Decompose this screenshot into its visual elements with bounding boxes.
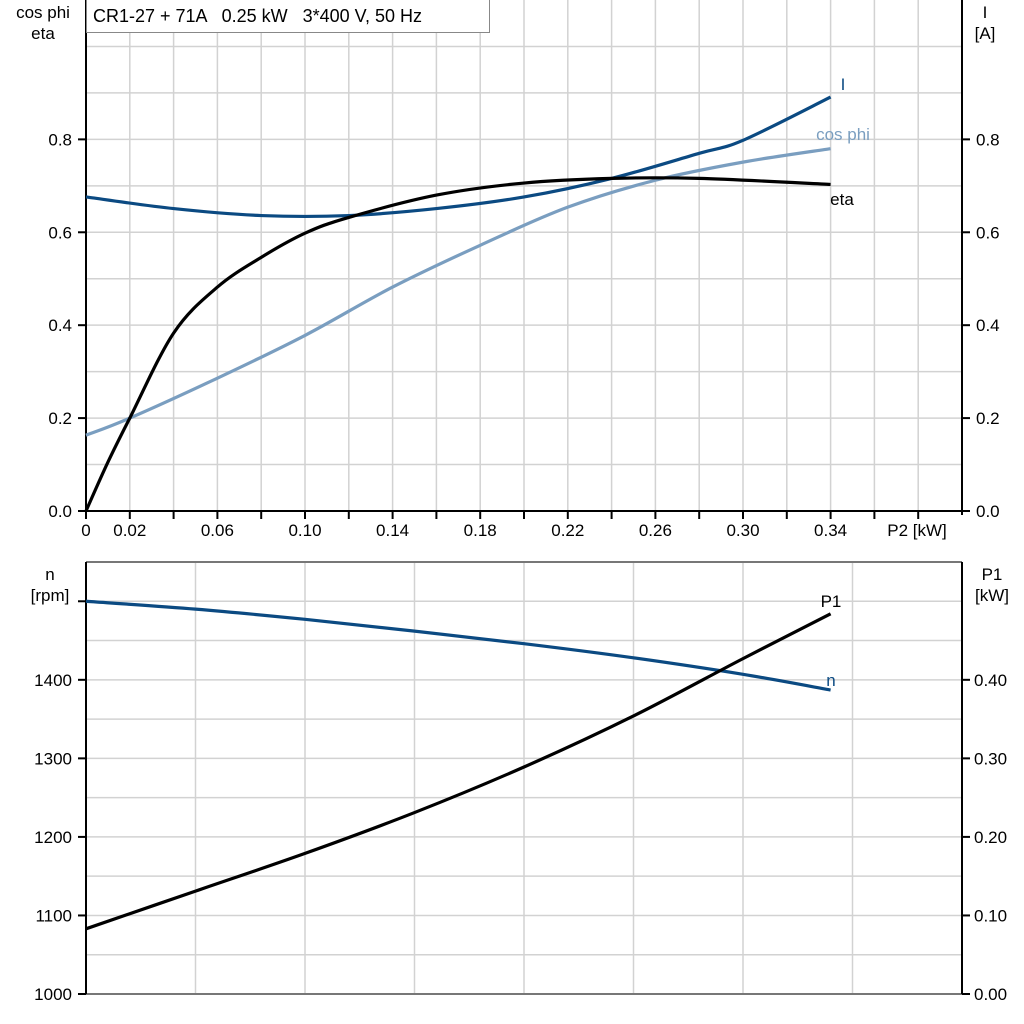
series-line-cos-phi: [85, 147, 831, 437]
y-tick-label-right: 0.40: [974, 671, 1007, 690]
chart-title: CR1-27 + 71A 0.25 kW 3*400 V, 50 Hz: [86, 0, 490, 33]
x-tick-label: 0.26: [639, 521, 672, 540]
x-tick-label: 0.34: [814, 521, 847, 540]
y-tick-label-right: 0.10: [974, 906, 1007, 925]
series-label-n: n: [826, 671, 835, 690]
x-tick-label: 0.14: [376, 521, 409, 540]
y-axis-label-left: eta: [31, 24, 55, 43]
series-label-cos-phi: cos phi: [816, 125, 870, 144]
y-tick-label-right: 0.4: [976, 316, 1000, 335]
series-line-i: [85, 95, 832, 219]
y-axis-label-right: [kW]: [975, 586, 1009, 605]
y-axis-label-left: [rpm]: [31, 586, 70, 605]
y-tick-label-left: 1400: [34, 671, 72, 690]
series-line-n: [85, 599, 831, 692]
y-tick-label-left: 1300: [34, 749, 72, 768]
x-tick-label: 0.30: [726, 521, 759, 540]
y-tick-label-left: 1200: [34, 828, 72, 847]
y-tick-label-left: 1000: [34, 985, 72, 1004]
series-line-p1: [85, 612, 832, 931]
y-tick-label-right: 0.2: [976, 409, 1000, 428]
x-tick-label: 0.22: [551, 521, 584, 540]
y-tick-label-right: 0.20: [974, 828, 1007, 847]
series-line-eta: [84, 176, 831, 512]
x-axis-label: P2 [kW]: [887, 521, 947, 540]
x-tick-label: 0: [81, 521, 90, 540]
y-tick-label-left: 0.2: [48, 409, 72, 428]
y-tick-label-right: 0.00: [974, 985, 1007, 1004]
y-tick-label-left: 0.6: [48, 223, 72, 242]
x-tick-label: 0.02: [113, 521, 146, 540]
y-axis-label-right: I: [983, 3, 988, 22]
y-tick-label-left: 0.4: [48, 316, 72, 335]
x-tick-label: 0.10: [288, 521, 321, 540]
y-axis-label-right: P1: [982, 565, 1003, 584]
y-tick-label-left: 0.0: [48, 502, 72, 521]
y-axis-label-left: n: [45, 565, 54, 584]
y-tick-label-right: 0.8: [976, 130, 1000, 149]
y-tick-label-right: 0.30: [974, 749, 1007, 768]
y-axis-label-right: [A]: [975, 24, 996, 43]
x-tick-label: 0.06: [201, 521, 234, 540]
x-tick-label: 0.18: [464, 521, 497, 540]
y-tick-label-left: 0.8: [48, 130, 72, 149]
y-axis-label-left: cos phi: [16, 3, 70, 22]
series-label-eta: eta: [830, 190, 854, 209]
y-tick-label-right: 0.0: [976, 502, 1000, 521]
series-label-i: I: [841, 75, 846, 94]
y-tick-label-right: 0.6: [976, 223, 1000, 242]
y-tick-label-left: 1100: [35, 906, 72, 925]
series-label-p1: P1: [821, 592, 842, 611]
